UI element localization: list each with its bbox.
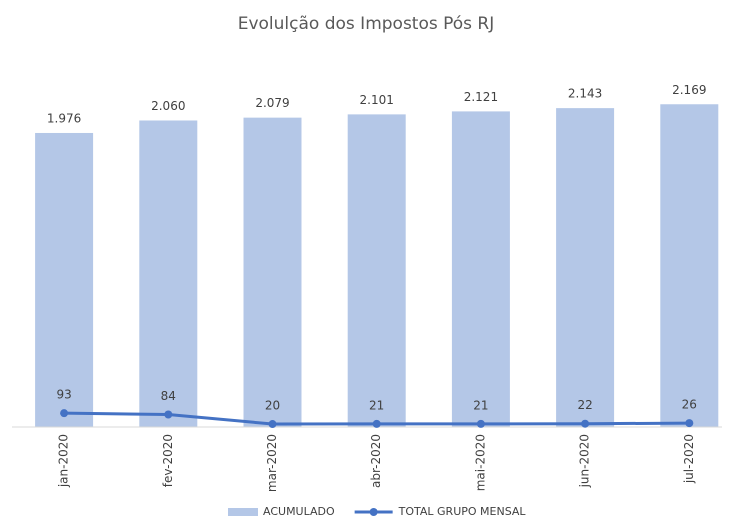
data-label: 22 xyxy=(577,398,592,412)
line-marker xyxy=(476,419,485,428)
x-tick-label: mai-2020 xyxy=(473,434,487,491)
data-label: 2.169 xyxy=(672,83,706,97)
data-label: 21 xyxy=(369,398,384,412)
legend-label: ACUMULADO xyxy=(263,505,335,518)
x-tick-label: mar-2020 xyxy=(265,434,279,492)
data-label: 2.101 xyxy=(360,93,394,107)
line-marker xyxy=(164,410,173,419)
bar xyxy=(347,114,406,427)
data-label: 20 xyxy=(265,399,280,413)
line-marker xyxy=(581,419,590,428)
data-label: 84 xyxy=(161,389,176,403)
bar xyxy=(451,111,510,427)
line-marker xyxy=(60,409,69,418)
line-marker xyxy=(372,419,381,428)
x-tick-label: jun-2020 xyxy=(578,434,592,488)
bar xyxy=(139,120,198,428)
x-tick-label: jul-2020 xyxy=(682,434,696,484)
x-tick-label: abr-2020 xyxy=(369,434,383,488)
data-label: 2.079 xyxy=(255,96,289,110)
legend-swatch xyxy=(228,508,258,516)
data-label: 1.976 xyxy=(47,111,81,125)
bar xyxy=(556,108,615,428)
data-label: 26 xyxy=(682,398,697,412)
line-marker xyxy=(268,420,277,429)
line-marker xyxy=(685,419,694,428)
bar xyxy=(35,132,94,428)
data-label: 2.121 xyxy=(464,90,498,104)
legend-marker xyxy=(369,508,378,516)
bar xyxy=(660,104,719,427)
x-tick-label: jan-2020 xyxy=(57,434,71,488)
data-label: 2.143 xyxy=(568,87,602,101)
data-label: 93 xyxy=(56,388,71,402)
data-label: 21 xyxy=(473,398,488,412)
bar xyxy=(243,117,302,427)
data-label: 2.060 xyxy=(151,99,185,113)
chart-title: Evolulção dos Impostos Pós RJ xyxy=(238,14,495,34)
legend-label: TOTAL GRUPO MENSAL xyxy=(398,505,527,518)
x-tick-label: fev-2020 xyxy=(161,434,175,487)
